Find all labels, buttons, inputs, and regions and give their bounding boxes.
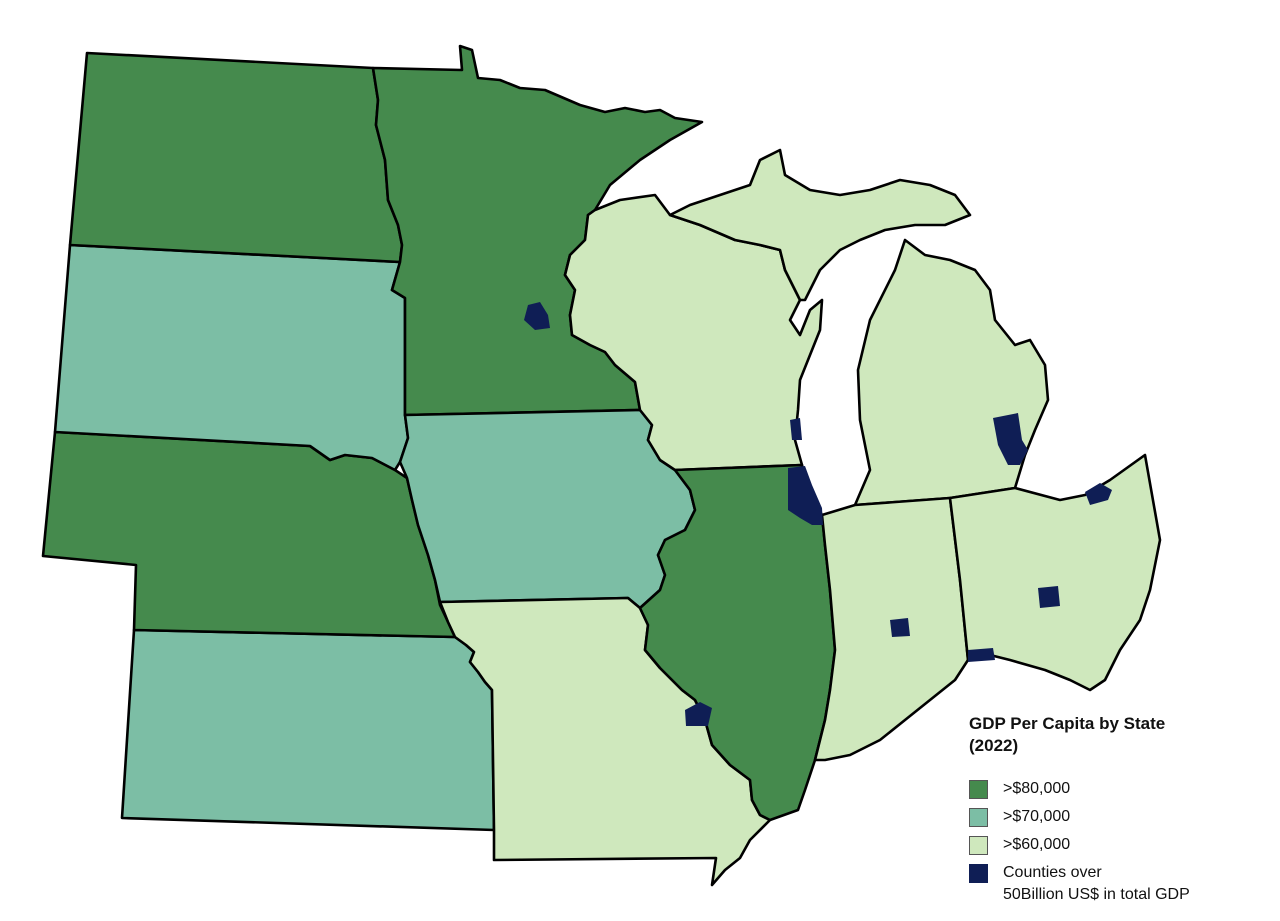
legend-item-80k: >$80,000	[969, 780, 1070, 800]
legend-label-counties-line2: 50Billion US$ in total GDP	[1003, 886, 1190, 903]
state-michigan-lower	[853, 238, 1050, 507]
legend-swatch-70k	[969, 808, 988, 827]
legend-item-counties: Counties over 50Billion US$ in total GDP	[969, 864, 1190, 906]
county-cook	[788, 466, 823, 525]
county-hennepin	[524, 302, 550, 330]
legend-label-60k: >$60,000	[1003, 836, 1071, 853]
county-hamilton	[968, 648, 995, 662]
legend: GDP Per Capita by State (2022) >$80,000 …	[969, 713, 1269, 903]
legend-title-year: (2022)	[969, 736, 1019, 755]
legend-swatch-80k	[969, 780, 988, 799]
legend-label-counties: Counties over 50Billion US$ in total GDP	[1003, 862, 1190, 906]
county-milwaukee	[790, 418, 802, 440]
legend-label-80k: >$80,000	[1003, 780, 1071, 797]
state-michigan-upper	[668, 148, 972, 302]
legend-swatch-60k	[969, 836, 988, 855]
legend-swatch-counties	[969, 864, 988, 883]
legend-item-60k: >$60,000	[969, 836, 1070, 856]
legend-label-70k: >$70,000	[1003, 808, 1071, 825]
county-franklin	[1038, 586, 1060, 608]
legend-label-counties-line1: Counties over	[1003, 864, 1102, 881]
state-north-dakota	[68, 51, 404, 264]
county-wayne-oakland	[993, 413, 1028, 465]
legend-title: GDP Per Capita by State (2022)	[969, 713, 1269, 757]
county-marion	[890, 618, 910, 637]
county-st-louis	[685, 702, 712, 726]
state-kansas	[120, 628, 496, 832]
county-cuyahoga	[1085, 483, 1112, 505]
legend-item-70k: >$70,000	[969, 808, 1070, 828]
legend-title-text: GDP Per Capita by State	[969, 714, 1166, 733]
